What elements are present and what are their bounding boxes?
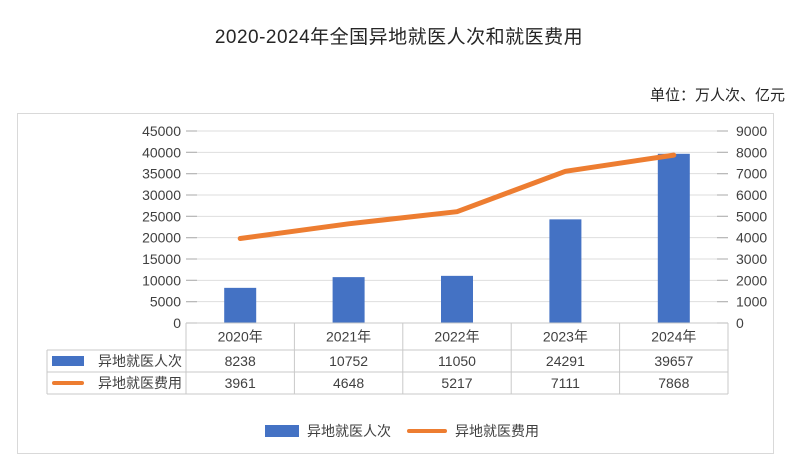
series-name-label: 异地就医人次 (98, 353, 182, 369)
x-category-label: 2020年 (218, 329, 263, 345)
table-value: 3961 (225, 375, 256, 391)
table-value: 8238 (225, 353, 256, 369)
y-left-tick-label: 40000 (142, 144, 181, 160)
y-right-tick-label: 1000 (736, 294, 767, 310)
bar-2020年 (224, 287, 257, 323)
x-category-label: 2024年 (651, 329, 696, 345)
chart-container: 0 5000 10000 15000 20000 25000 30000 35000 40000… (17, 113, 774, 454)
y-right-tick-label: 0 (736, 315, 744, 331)
unit-label: 单位：万人次、亿元 (649, 87, 785, 104)
table-value: 7111 (551, 375, 580, 391)
y-right-tick-label: 4000 (736, 230, 767, 246)
y-left-tick-label: 15000 (142, 251, 181, 267)
table-value: 7868 (658, 375, 689, 391)
table-value: 4648 (333, 375, 364, 391)
y-left-tick-label: 0 (173, 315, 181, 331)
combo-chart: 0500010000150002000025000300003500040000… (46, 123, 767, 439)
legend-label: 异地就医人次 (307, 423, 391, 439)
chart-title: 2020-2024年全国异地就医人次和就医费用 (214, 27, 584, 48)
table-key-line-swatch (52, 381, 84, 385)
legend-line-swatch (407, 429, 447, 433)
table-value: 10752 (329, 353, 368, 369)
y-right-tick-label: 7000 (736, 166, 767, 182)
legend-bar-swatch (265, 425, 299, 437)
y-left-tick-label: 10000 (142, 272, 181, 288)
y-left-tick-label: 35000 (142, 166, 181, 182)
bar-2022年 (441, 275, 473, 323)
legend-label: 异地就医费用 (455, 423, 539, 439)
table-key-bar-swatch (52, 356, 84, 366)
x-category-label: 2022年 (434, 329, 479, 345)
x-category-label: 2023年 (543, 329, 588, 345)
y-left-tick-label: 5000 (150, 294, 181, 310)
table-value: 11050 (438, 353, 476, 369)
y-right-tick-label: 3000 (736, 251, 767, 267)
table-value: 5217 (441, 375, 472, 391)
series-name-label: 异地就医费用 (98, 375, 182, 391)
y-left-tick-label: 45000 (142, 123, 181, 139)
y-left-tick-label: 20000 (142, 230, 181, 246)
table-value: 24291 (546, 353, 585, 369)
y-right-tick-label: 5000 (736, 208, 767, 224)
y-right-tick-label: 6000 (736, 187, 767, 203)
y-right-tick-label: 2000 (736, 272, 767, 288)
x-category-label: 2021年 (326, 329, 371, 345)
bar-2021年 (332, 277, 365, 323)
y-left-tick-label: 25000 (142, 208, 181, 224)
y-right-tick-label: 9000 (736, 123, 767, 139)
y-left-tick-label: 30000 (142, 187, 181, 203)
expense-line (237, 152, 677, 241)
y-right-tick-label: 8000 (736, 144, 767, 160)
bar-2024年 (657, 153, 690, 323)
table-value: 39657 (654, 353, 693, 369)
bar-2023年 (549, 219, 582, 323)
